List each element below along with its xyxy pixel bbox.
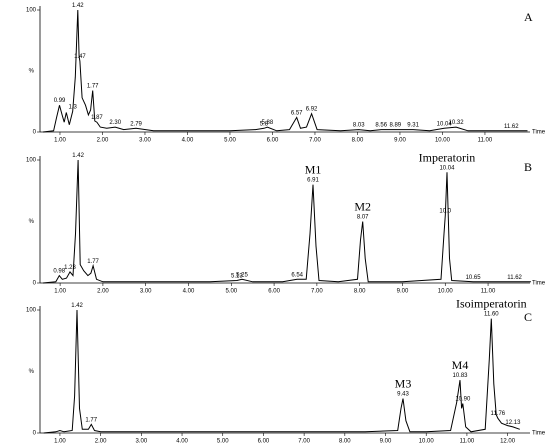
peak-label: 8.89 — [389, 123, 401, 129]
peak-label: 11.62 — [504, 124, 519, 130]
compound-label: M1 — [305, 163, 322, 177]
y-tick-label: 100 — [26, 158, 37, 164]
peak-label: 10.83 — [452, 373, 468, 379]
peak-label: 9.43 — [397, 392, 409, 398]
x-tick-label: 8.00 — [339, 439, 351, 444]
x-tick-label: 5.00 — [225, 289, 237, 295]
peak-label: 11.62 — [507, 275, 522, 281]
panel-letter: A — [524, 10, 533, 24]
x-tick-label: 5.00 — [224, 138, 236, 144]
x-tick-label: 3.00 — [135, 439, 147, 444]
x-tick-label: 11.00 — [478, 138, 493, 144]
compound-label: Imperatorin — [419, 150, 476, 164]
peak-label: 1.77 — [87, 259, 99, 265]
x-tick-label: 10.00 — [419, 439, 435, 444]
peak-label: 5.25 — [236, 272, 248, 278]
peak-label: 5.88 — [262, 120, 274, 126]
peak-label: 6.92 — [306, 107, 318, 113]
compound-label: M2 — [354, 200, 371, 214]
y-axis-label: % — [29, 369, 35, 375]
x-tick-label: 9.00 — [397, 289, 409, 295]
y-tick-label: 0 — [33, 281, 37, 287]
peak-label: 10.32 — [449, 120, 465, 126]
x-tick-label: 6.00 — [258, 439, 270, 444]
peak-label: 6.57 — [291, 110, 303, 116]
x-tick-label: 1.00 — [54, 138, 66, 144]
peak-label: 5.13 — [231, 274, 243, 280]
x-tick-label: 7.00 — [309, 138, 321, 144]
peak-label: 2.30 — [109, 120, 121, 126]
x-tick-label: 11.00 — [481, 289, 496, 295]
x-tick-label: 9.00 — [380, 439, 392, 444]
peak-label: 8.07 — [357, 215, 369, 221]
peak-label: 12.13 — [505, 420, 521, 426]
x-tick-label: 11.00 — [460, 439, 475, 444]
x-tick-label: 6.00 — [267, 138, 279, 144]
peak-label: 10.65 — [466, 275, 482, 281]
peak-label: 10.90 — [455, 396, 471, 402]
peak-label: 10.04 — [439, 165, 455, 171]
peak-label: 11.76 — [491, 411, 506, 417]
x-tick-label: 1.00 — [54, 439, 66, 444]
peak-label: 10.0 — [439, 208, 451, 214]
peak-label: 9.31 — [407, 123, 419, 129]
x-tick-label: 9.00 — [394, 138, 406, 144]
x-tick-label: 3.00 — [139, 138, 151, 144]
y-tick-label: 0 — [33, 431, 37, 437]
peak-label: 11.60 — [484, 312, 499, 318]
compound-label: M3 — [395, 377, 412, 391]
peak-label: 1.3 — [69, 104, 78, 110]
x-tick-label: 5.00 — [217, 439, 229, 444]
y-tick-label: 100 — [26, 308, 37, 314]
peak-label: 1.42 — [72, 153, 84, 159]
x-tick-label: 2.00 — [97, 289, 109, 295]
y-axis-label: % — [29, 69, 35, 75]
y-tick-label: 0 — [33, 130, 37, 136]
x-tick-label: 7.00 — [311, 289, 323, 295]
peak-label: 0.98 — [53, 269, 65, 275]
trace — [43, 309, 520, 434]
x-tick-label: 4.00 — [183, 289, 195, 295]
x-axis-label: Time — [532, 130, 546, 136]
peak-label: 8.56 — [375, 123, 387, 129]
x-tick-label: 8.00 — [354, 289, 366, 295]
y-tick-label: 100 — [26, 8, 37, 14]
peak-label: 1.42 — [72, 3, 84, 9]
x-axis-label: Time — [532, 431, 546, 437]
x-tick-label: 10.00 — [435, 138, 451, 144]
peak-label: 10.04 — [437, 121, 453, 127]
peak-label: 1.77 — [87, 84, 99, 90]
compound-label: Isoimperatorin — [456, 297, 527, 311]
peak-label: 1.77 — [85, 417, 97, 423]
peak-label: 0.99 — [54, 98, 66, 104]
peak-label: 6.91 — [307, 178, 319, 184]
peak-label: 6.54 — [291, 272, 303, 278]
peak-label: 1.47 — [74, 54, 86, 60]
y-axis-label: % — [29, 219, 35, 225]
x-tick-label: 3.00 — [140, 289, 152, 295]
x-tick-label: 4.00 — [176, 439, 188, 444]
x-axis-label: Time — [532, 281, 546, 287]
x-tick-label: 8.00 — [352, 138, 364, 144]
panel-letter: B — [524, 160, 532, 174]
panel-letter: C — [524, 310, 532, 324]
peak-label: 1.23 — [64, 265, 76, 271]
trace — [42, 9, 528, 133]
x-tick-label: 4.00 — [182, 138, 194, 144]
peak-label: 1.87 — [91, 115, 103, 121]
x-tick-label: 2.00 — [95, 439, 107, 444]
compound-label: M4 — [452, 358, 469, 372]
x-tick-label: 1.00 — [54, 289, 66, 295]
trace — [42, 159, 531, 284]
peak-label: 2.79 — [130, 121, 142, 127]
x-tick-label: 7.00 — [298, 439, 310, 444]
x-tick-label: 12.00 — [500, 439, 516, 444]
peak-label: 5.8 — [260, 121, 269, 127]
x-tick-label: 10.00 — [438, 289, 454, 295]
peak-label: 1.42 — [71, 303, 83, 309]
x-tick-label: 2.00 — [97, 138, 109, 144]
peak-label: 8.03 — [353, 123, 365, 129]
x-tick-label: 6.00 — [268, 289, 280, 295]
